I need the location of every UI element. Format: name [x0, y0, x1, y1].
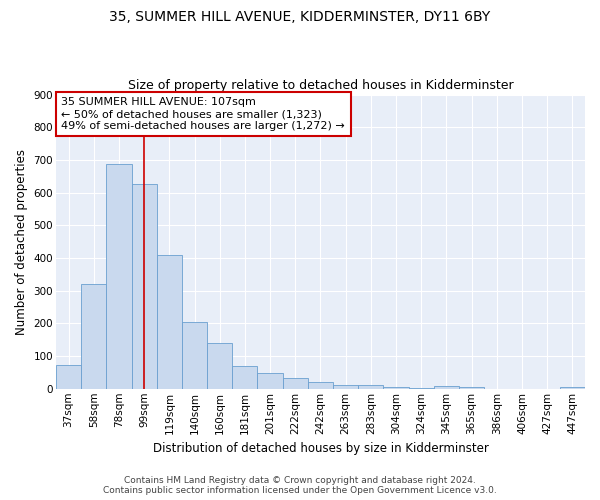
Bar	[560, 387, 585, 389]
Bar	[283, 378, 308, 389]
Bar	[207, 343, 232, 389]
Bar	[182, 322, 207, 389]
Bar	[106, 164, 131, 389]
Title: Size of property relative to detached houses in Kidderminster: Size of property relative to detached ho…	[128, 79, 513, 92]
Text: Contains HM Land Registry data © Crown copyright and database right 2024.
Contai: Contains HM Land Registry data © Crown c…	[103, 476, 497, 495]
Bar	[308, 382, 333, 389]
Bar	[409, 388, 434, 389]
Bar	[459, 387, 484, 389]
Bar	[358, 386, 383, 389]
Bar	[56, 365, 81, 389]
Text: 35 SUMMER HILL AVENUE: 107sqm
← 50% of detached houses are smaller (1,323)
49% o: 35 SUMMER HILL AVENUE: 107sqm ← 50% of d…	[61, 98, 345, 130]
X-axis label: Distribution of detached houses by size in Kidderminster: Distribution of detached houses by size …	[152, 442, 488, 455]
Bar	[131, 184, 157, 389]
Bar	[157, 254, 182, 389]
Bar	[257, 374, 283, 389]
Bar	[333, 386, 358, 389]
Y-axis label: Number of detached properties: Number of detached properties	[15, 148, 28, 334]
Text: 35, SUMMER HILL AVENUE, KIDDERMINSTER, DY11 6BY: 35, SUMMER HILL AVENUE, KIDDERMINSTER, D…	[109, 10, 491, 24]
Bar	[232, 366, 257, 389]
Bar	[383, 387, 409, 389]
Bar	[434, 386, 459, 389]
Bar	[81, 284, 106, 389]
